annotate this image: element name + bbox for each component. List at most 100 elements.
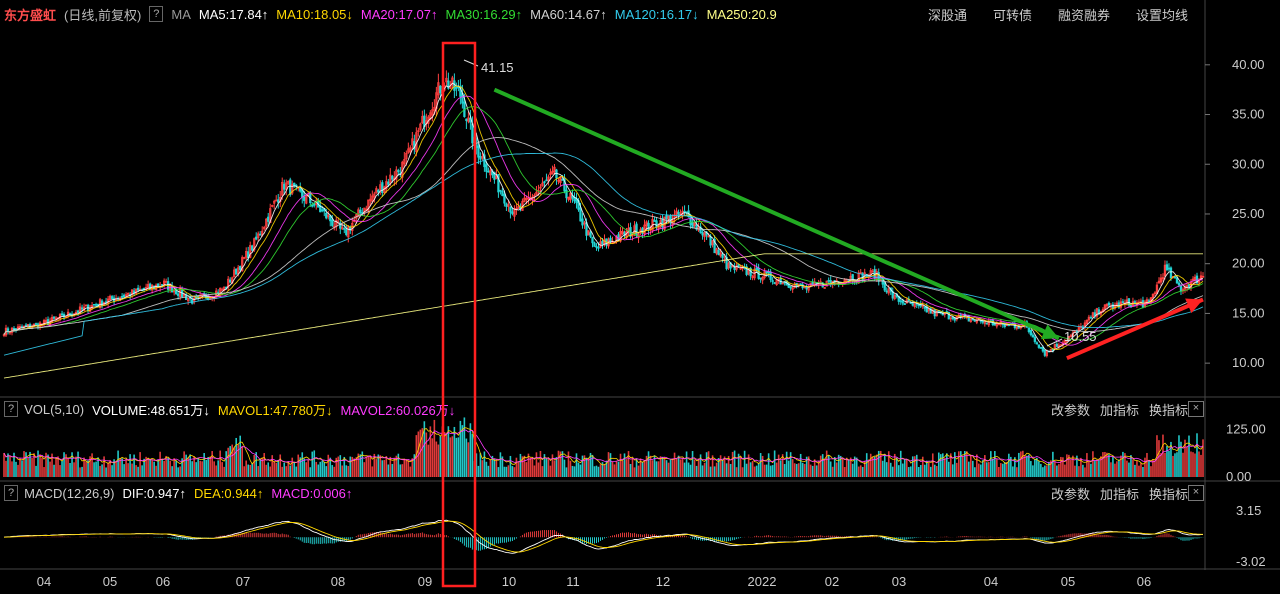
candle [239, 266, 242, 270]
volume-bar [775, 462, 778, 477]
help-button[interactable]: ? [149, 6, 164, 22]
candle [325, 212, 328, 219]
volume-bar [735, 467, 738, 477]
volume-bar [131, 463, 133, 477]
volume-bar [549, 465, 552, 477]
volume-bar [25, 452, 27, 477]
macd-help-button[interactable]: ? [4, 485, 19, 501]
candle [74, 311, 78, 314]
volume-bar [205, 459, 207, 477]
volume-bar [273, 461, 276, 477]
candle [389, 174, 392, 184]
volume-bar [361, 451, 364, 477]
volume-bar [701, 465, 704, 477]
header-link-2[interactable]: 融资融券 [1057, 7, 1110, 23]
candle [265, 218, 268, 227]
volume-bar [489, 459, 492, 477]
volume-bar [1152, 459, 1154, 477]
volume-bar [1036, 457, 1038, 477]
volume-link-1[interactable]: 加指标 [1099, 402, 1139, 418]
volume-bar [123, 464, 125, 477]
volume-bar [523, 455, 526, 477]
volume-bar [265, 464, 268, 477]
price-tick-label: 35.00 [1232, 107, 1265, 122]
header-link-0[interactable]: 深股通 [927, 7, 967, 23]
candle [285, 182, 288, 190]
volume-bar [1126, 460, 1128, 477]
volume-bar [97, 457, 99, 477]
volume-bar [769, 465, 772, 477]
volume-bar [143, 458, 145, 477]
volume-bar [1032, 465, 1034, 477]
volume-bar [733, 450, 736, 477]
volume-bar [433, 419, 436, 477]
volume-link-2[interactable]: 换指标 [1148, 402, 1188, 418]
volume-bar [1052, 451, 1054, 477]
volume-bar [986, 462, 988, 477]
volume-bar [249, 464, 252, 477]
volume-close-button[interactable]: × [1188, 401, 1204, 417]
candle [183, 294, 186, 297]
volume-bar [539, 450, 542, 477]
volume-bar [459, 420, 462, 477]
volume-bar [741, 467, 744, 477]
candle [271, 205, 274, 207]
volume-bar [1064, 464, 1066, 477]
candle [1195, 275, 1199, 284]
volume-bar [255, 452, 258, 477]
volume-bar [173, 458, 175, 477]
candle [583, 222, 586, 225]
volume-bar [287, 461, 290, 477]
macd-link-2[interactable]: 换指标 [1148, 486, 1188, 502]
header-link-1[interactable]: 可转债 [992, 7, 1032, 23]
macd-link-0[interactable]: 改参数 [1050, 486, 1090, 502]
volume-bar [931, 453, 934, 477]
volume-bar [113, 459, 115, 477]
volume-bar [817, 460, 820, 477]
candle [973, 319, 976, 322]
macd-link-1[interactable]: 加指标 [1099, 486, 1139, 502]
candle [505, 203, 508, 207]
volume-bar [387, 464, 390, 477]
volume-bar [891, 466, 894, 477]
macd-label[interactable]: MACD(12,26,9) [24, 485, 115, 501]
candle [257, 233, 260, 238]
volume-link-0[interactable]: 改参数 [1050, 402, 1090, 418]
candle [263, 227, 266, 230]
candle [887, 288, 890, 294]
candle [1027, 327, 1031, 332]
candle [589, 232, 592, 237]
candle [609, 237, 612, 242]
volume-bar [1158, 440, 1160, 477]
volume-bar [529, 457, 532, 477]
x-tick-label: 08 [331, 574, 345, 589]
volume-bar [425, 432, 428, 477]
volume-bar [713, 466, 716, 477]
header-link-3[interactable]: 设置均线 [1135, 7, 1188, 23]
ma-label[interactable]: MA [171, 6, 191, 22]
macd-close-button[interactable]: × [1188, 485, 1204, 501]
candle [803, 286, 806, 289]
candle [331, 219, 334, 226]
price-mode[interactable]: (日线,前复权) [64, 7, 142, 23]
volume-bar [393, 457, 396, 477]
volume-bar [1004, 462, 1006, 477]
volume-bar [1028, 454, 1030, 477]
x-tick-label: 06 [1137, 574, 1151, 589]
x-tick-label: 02 [825, 574, 839, 589]
candle [1147, 300, 1151, 302]
volume-bar [593, 466, 596, 477]
volume-bar [901, 463, 904, 477]
volume-bar [145, 456, 147, 477]
volume-bar [1168, 450, 1170, 477]
volume-bar [1108, 454, 1110, 477]
candle [259, 233, 262, 236]
volume-bar [1172, 455, 1174, 477]
volume-bar [813, 459, 816, 477]
candle [223, 286, 226, 291]
volume-bar [929, 466, 932, 477]
volume-label[interactable]: VOL(5,10) [24, 401, 85, 417]
volume-help-button[interactable]: ? [4, 401, 19, 417]
volume-bar [611, 461, 614, 477]
